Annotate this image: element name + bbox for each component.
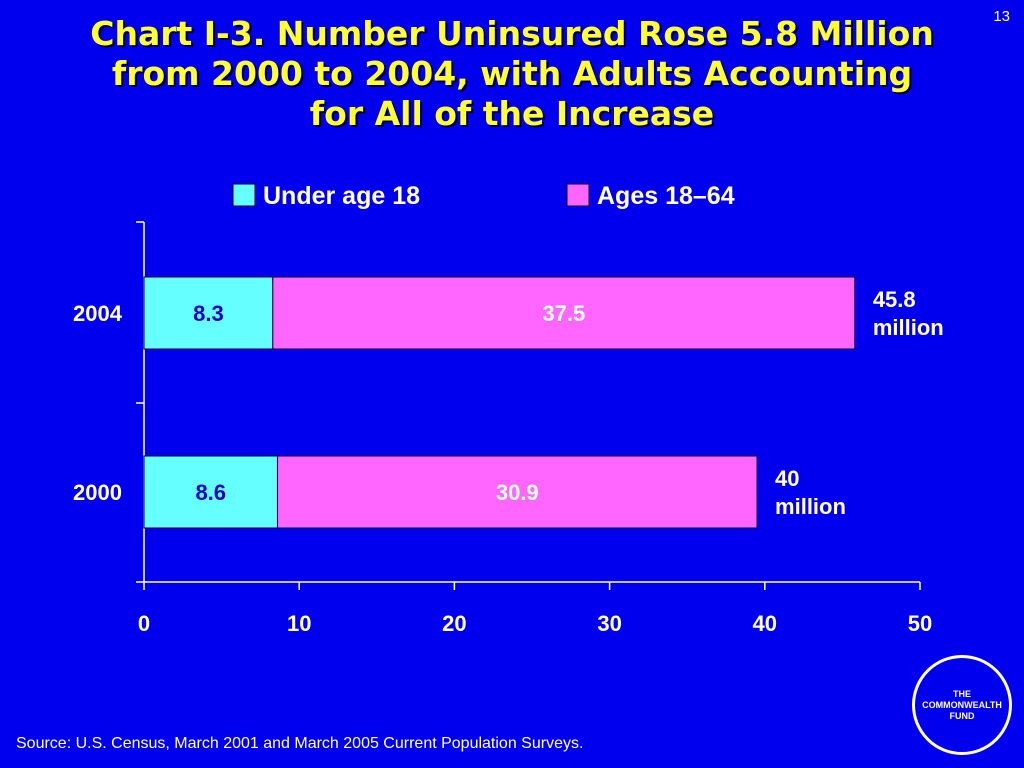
bar-segment — [272, 276, 856, 350]
x-tick-label: 40 — [753, 611, 777, 636]
data-label: 8.3 — [193, 301, 224, 326]
x-tick-label: 0 — [138, 611, 150, 636]
logo-line: FUND — [949, 710, 975, 721]
total-annotation: 40 — [775, 466, 799, 491]
title-line: from 2000 to 2004, with Adults Accountin… — [111, 54, 913, 93]
bar-segment — [143, 455, 278, 529]
legend-label: Ages 18–64 — [597, 182, 735, 210]
logo-line: COMMONWEALTH — [922, 699, 1002, 710]
data-label: 37.5 — [542, 301, 585, 326]
commonwealth-fund-logo: THE COMMONWEALTH FUND — [912, 655, 1012, 755]
chart-title: Chart I-3. Number Uninsured Rose 5.8 Mil… — [0, 14, 1024, 134]
title-line: for All of the Increase — [309, 94, 715, 133]
total-annotation: million — [873, 315, 944, 340]
slide-number: 13 — [993, 8, 1010, 25]
data-label: 8.6 — [195, 480, 226, 505]
x-tick-label: 50 — [908, 611, 932, 636]
x-tick-label: 10 — [287, 611, 311, 636]
total-annotation: million — [775, 494, 846, 519]
title-line: Chart I-3. Number Uninsured Rose 5.8 Mil… — [90, 14, 934, 53]
source-note: Source: U.S. Census, March 2001 and Marc… — [16, 735, 584, 752]
logo-line: THE — [953, 688, 971, 699]
bar-segment — [143, 276, 274, 350]
legend-label: Under age 18 — [263, 182, 420, 210]
y-category-label: 2000 — [73, 480, 122, 505]
x-tick-label: 20 — [442, 611, 466, 636]
total-annotation: 45.8 — [873, 287, 916, 312]
y-category-label: 2004 — [73, 301, 123, 326]
bar-segment — [276, 455, 758, 529]
legend-swatch — [232, 183, 256, 207]
x-tick-label: 30 — [597, 611, 621, 636]
stacked-bar-chart: Under age 18 Ages 18–64 0 10 20 30 40 50 2004 8.3… — [73, 182, 944, 636]
data-label: 30.9 — [496, 480, 539, 505]
legend-swatch — [566, 183, 590, 207]
